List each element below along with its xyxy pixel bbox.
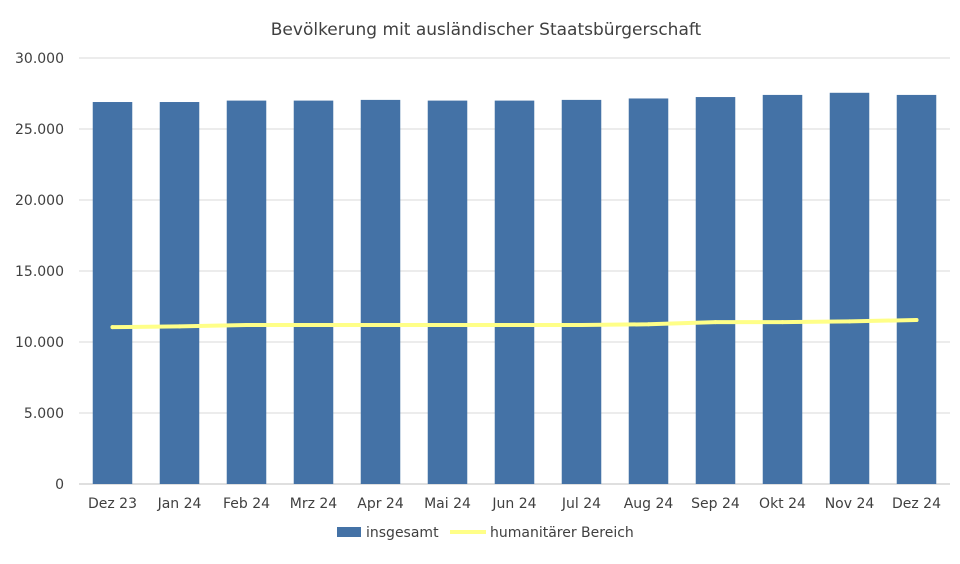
x-tick-label: Mrz 24 bbox=[290, 496, 338, 512]
y-tick-label: 0 bbox=[55, 477, 64, 493]
bar bbox=[494, 100, 535, 484]
x-tick-label: Apr 24 bbox=[357, 496, 404, 512]
line-point bbox=[847, 319, 852, 324]
line-point bbox=[311, 322, 316, 327]
x-tick-label: Feb 24 bbox=[223, 496, 270, 512]
x-axis: Dez 23 Jan 24 Feb 24 Mrz 24 Apr 24 Mai 24 Jun … bbox=[88, 496, 941, 512]
line-point bbox=[378, 322, 383, 327]
bar bbox=[762, 94, 803, 485]
x-tick-label: Jun 24 bbox=[491, 496, 536, 512]
bar bbox=[427, 100, 468, 484]
y-tick-label: 10.000 bbox=[15, 335, 64, 351]
legend-label-insgesamt: insgesamt bbox=[366, 525, 439, 541]
bar bbox=[628, 98, 669, 484]
legend-label-humanitaerer-bereich: humanitärer Bereich bbox=[490, 525, 634, 541]
bar-series bbox=[92, 92, 937, 485]
bar bbox=[293, 100, 334, 484]
x-tick-label: Aug 24 bbox=[624, 496, 674, 512]
y-tick-label: 25.000 bbox=[15, 122, 64, 138]
line-point bbox=[914, 317, 919, 322]
bar bbox=[695, 97, 736, 485]
y-tick-label: 15.000 bbox=[15, 264, 64, 280]
y-axis: 0 5.000 10.000 15.000 20.000 25.000 30.000 bbox=[15, 51, 64, 493]
y-tick-label: 30.000 bbox=[15, 51, 64, 67]
x-tick-label: Jul 24 bbox=[561, 496, 601, 512]
x-tick-label: Jan 24 bbox=[157, 496, 202, 512]
line-point bbox=[512, 322, 517, 327]
x-tick-label: Nov 24 bbox=[825, 496, 875, 512]
bar bbox=[829, 92, 870, 484]
bar bbox=[561, 99, 602, 484]
line-point bbox=[244, 322, 249, 327]
line-point bbox=[579, 322, 584, 327]
x-tick-label: Sep 24 bbox=[691, 496, 740, 512]
legend: insgesamt humanitärer Bereich bbox=[337, 525, 634, 541]
chart-title: Bevölkerung mit ausländischer Staatsbürg… bbox=[271, 20, 702, 40]
line-point bbox=[110, 325, 115, 330]
bar bbox=[226, 100, 267, 484]
bar bbox=[360, 99, 401, 484]
x-tick-label: Dez 23 bbox=[88, 496, 137, 512]
y-tick-label: 20.000 bbox=[15, 193, 64, 209]
x-tick-label: Okt 24 bbox=[759, 496, 806, 512]
x-tick-label: Dez 24 bbox=[892, 496, 941, 512]
line-point bbox=[177, 324, 182, 329]
x-tick-label: Mai 24 bbox=[424, 496, 471, 512]
y-tick-label: 5.000 bbox=[24, 406, 64, 422]
line-series bbox=[110, 317, 919, 330]
bar bbox=[92, 102, 133, 485]
line-point bbox=[646, 322, 651, 327]
line-point bbox=[445, 322, 450, 327]
line-point bbox=[780, 320, 785, 325]
bar bbox=[159, 102, 200, 485]
legend-swatch-insgesamt bbox=[337, 527, 361, 537]
line-point bbox=[713, 320, 718, 325]
bar bbox=[896, 94, 937, 485]
